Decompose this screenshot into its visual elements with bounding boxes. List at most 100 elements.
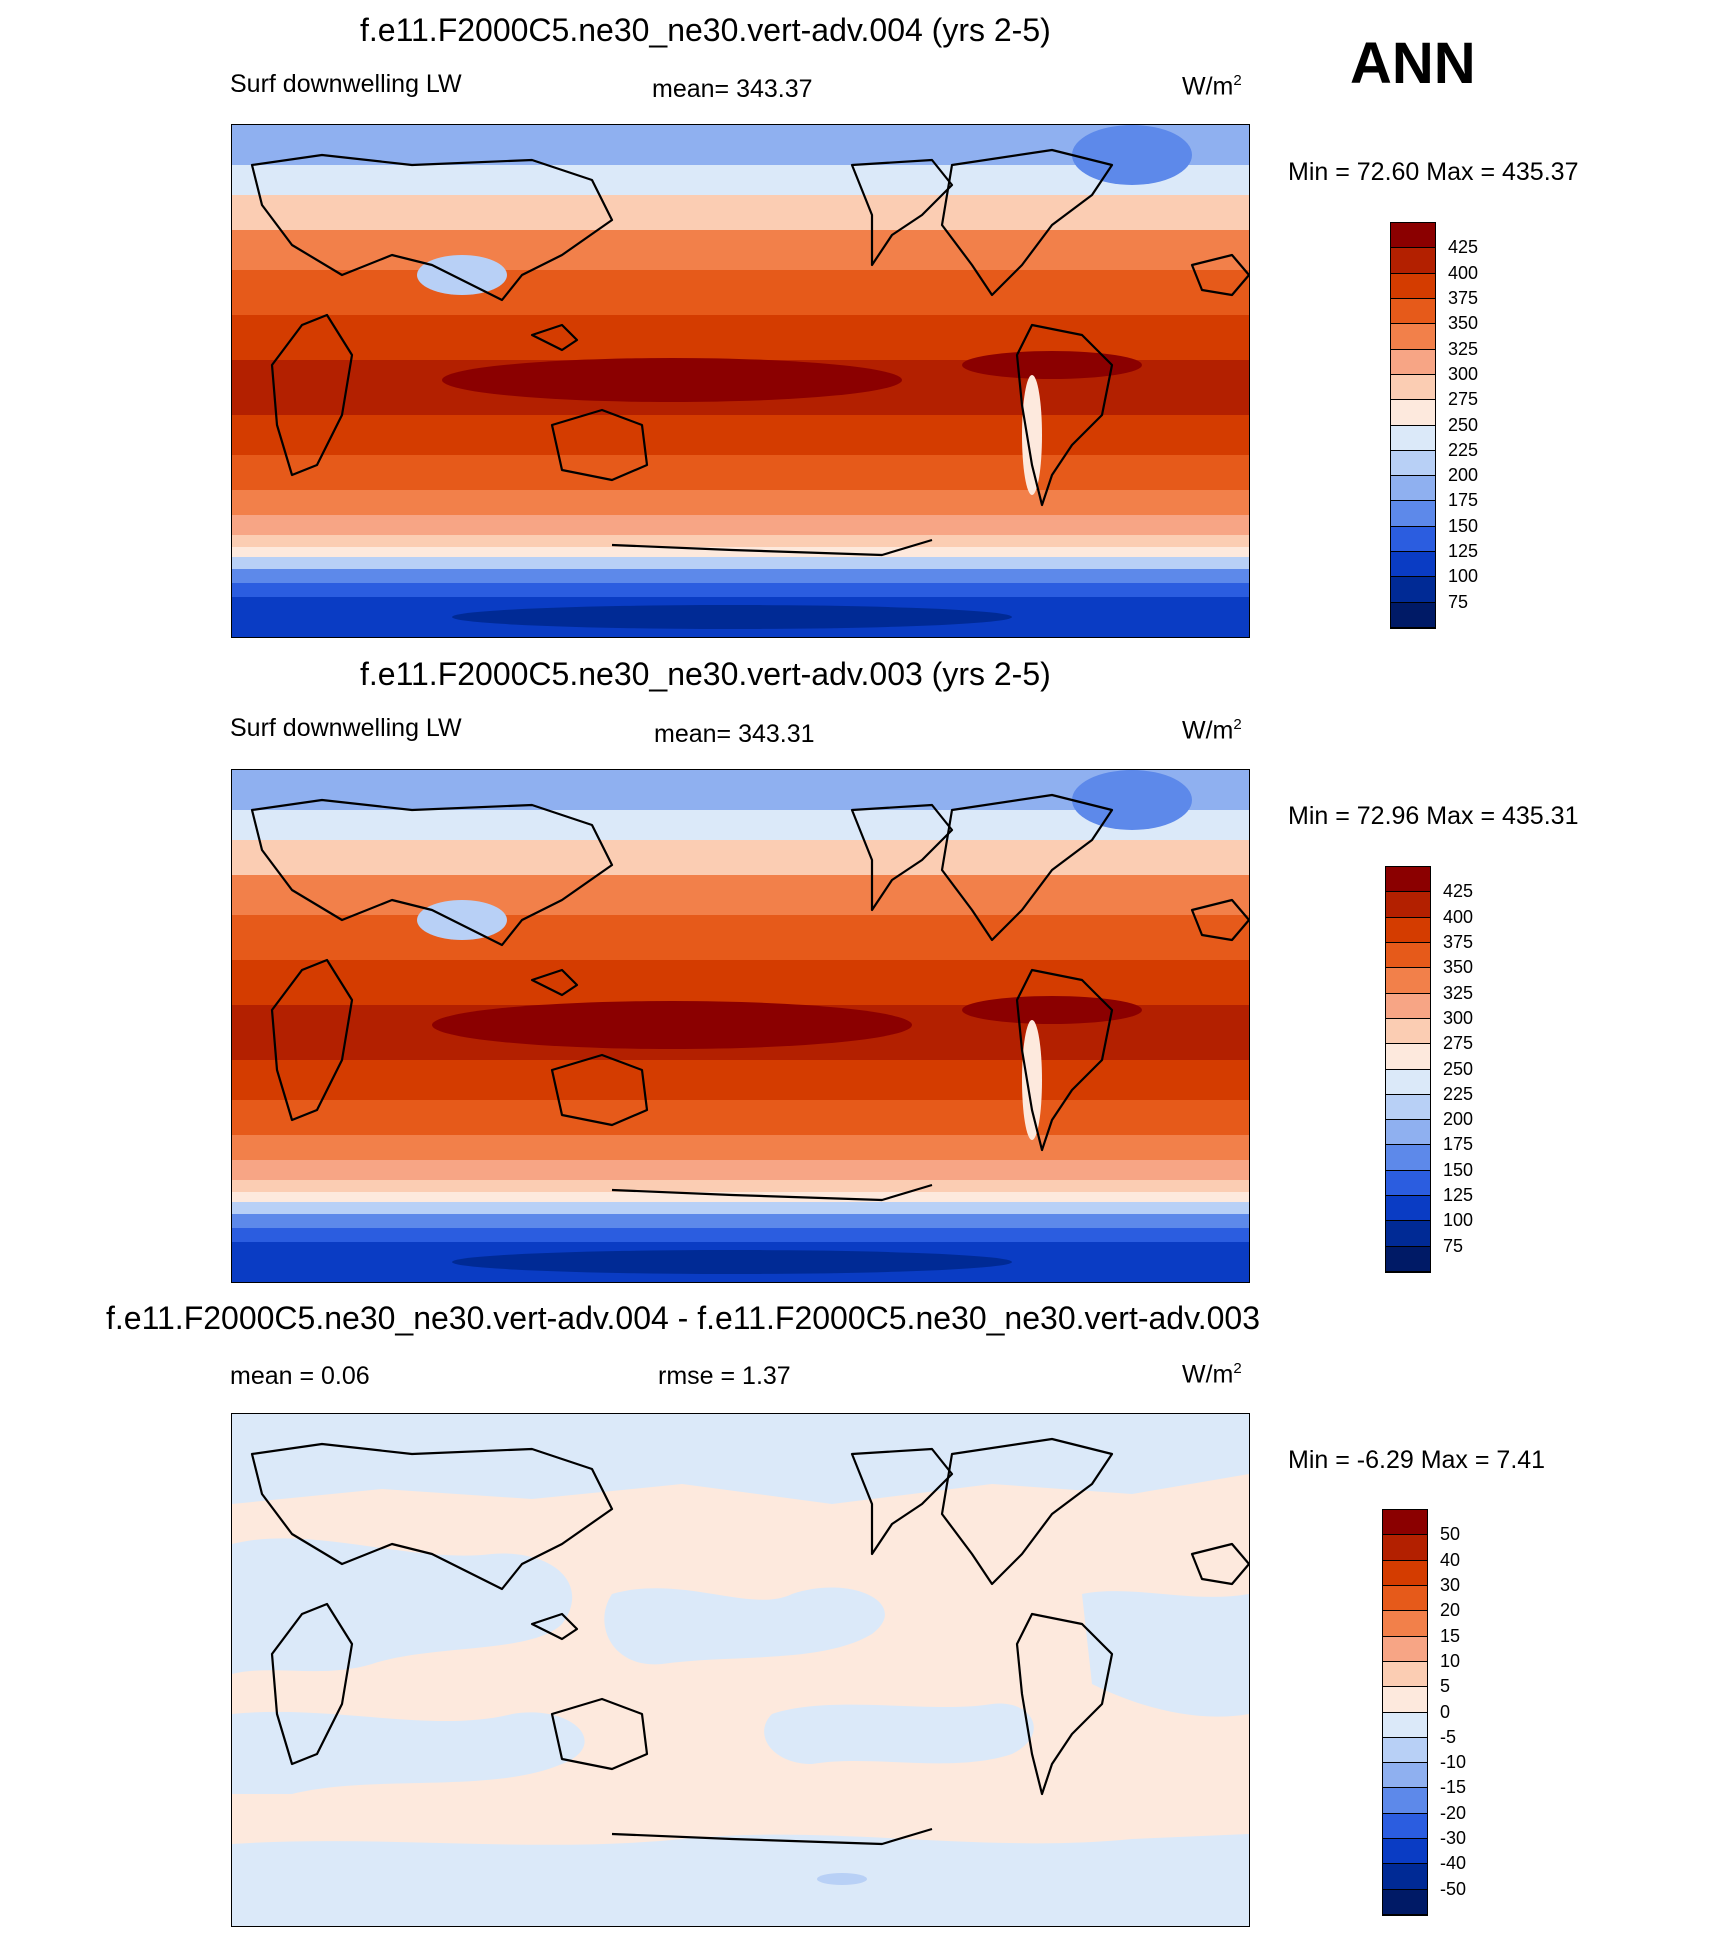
panel-1-colorbar-swatch [1391,526,1435,553]
panel-2-colorbar-swatch [1386,1018,1430,1045]
panel-1-colorbar-tick-label: 400 [1448,262,1479,283]
panel-3-colorbar-tick-label: 5 [1440,1676,1451,1697]
panel-1-colorbar-tick-label: 75 [1448,591,1469,612]
panel-3-colorbar-tick-label: -40 [1440,1853,1467,1874]
panel-1-colorbar-swatch [1391,298,1435,325]
panel-2-colorbar-swatch [1386,1120,1430,1146]
panel-3-colorbar-swatch [1383,1712,1427,1738]
panel-2-colorbar-tick-label: 175 [1443,1134,1474,1155]
panel-2-colorbar-tick-label: 350 [1443,957,1474,978]
panel-3-colorbar-swatch [1383,1737,1427,1764]
panel-3-colorbar-tick-label: 50 [1440,1524,1461,1545]
panel-2-colorbar: 425 400 375 350 325 300 275 250 225 200 175 150 125 1… [1385,866,1505,1273]
panel-2-colorbar-tick-label: 75 [1443,1235,1464,1256]
panel-2-colorbar-tick-label: 325 [1443,982,1474,1003]
panel-1-colorbar-tick-label: 300 [1448,363,1479,384]
panel-1-variable: Surf downwelling LW [230,70,462,98]
panel-2-colorbar-tick-label: 250 [1443,1058,1474,1079]
panel-1-map-svg [232,125,1249,637]
panel-3-map [231,1413,1250,1927]
panel-2-colorbar-tick-label: 425 [1443,881,1474,902]
panel-2-colorbar-swatch [1386,942,1430,969]
panel-3-colorbar-tick-label: -10 [1440,1752,1467,1773]
panel-3-mean: mean = 0.06 [230,1362,370,1390]
panel-2-title: f.e11.F2000C5.ne30_ne30.vert-adv.003 (yr… [360,656,1051,692]
panel-1-colorbar-swatch [1391,374,1435,401]
panel-1-colorbar-tick-label: 375 [1448,287,1479,308]
panel-3-colorbar: 50 40 30 20 15 10 5 0 -5 -10 -15 -20 -30 -40 -50 [1382,1509,1502,1916]
panel-3-colorbar-tick-label: -50 [1440,1878,1467,1899]
panel-2-colorbar-swatch [1386,1145,1430,1171]
panel-2-colorbar-swatch [1386,993,1430,1019]
panel-1-units: W/m2 [1182,72,1242,101]
panel-3-colorbar-tick-label: -5 [1440,1726,1457,1747]
panel-3-colorbar-tick-label: 10 [1440,1650,1461,1671]
panel-3-colorbar-swatch [1383,1661,1427,1688]
panel-1-colorbar-tick-label: 325 [1448,338,1479,359]
panel-3-colorbar-swatch [1383,1535,1427,1561]
panel-1-minmax: Min = 72.60 Max = 435.37 [1288,158,1579,186]
panel-3-minmax: Min = -6.29 Max = 7.41 [1288,1446,1546,1474]
panel-1-colorbar-swatch [1391,602,1435,628]
panel-2-colorbar-swatch [1386,1094,1430,1121]
panel-1-colorbar-swatch [1391,552,1435,578]
panel-2-colorbar-tick-label: 300 [1443,1007,1474,1028]
panel-3-colorbar-swatch [1383,1611,1427,1637]
panel-3-colorbar-swatch [1383,1813,1427,1840]
panel-1-colorbar-swatch [1391,349,1435,375]
panel-2-colorbar-tick-label: 225 [1443,1083,1474,1104]
panel-1-colorbar-tick-label: 225 [1448,439,1479,460]
panel-2-colorbar-box [1385,866,1431,1273]
panel-1-map [231,124,1250,638]
panel-3-title: f.e11.F2000C5.ne30_ne30.vert-adv.004 - f… [106,1300,1260,1336]
panel-1-colorbar-swatch [1391,248,1435,274]
panel-1-colorbar-tick-label: 200 [1448,465,1479,486]
panel-2-map [231,769,1250,1283]
panel-2-map-svg [232,770,1249,1282]
panel-1-title: f.e11.F2000C5.ne30_ne30.vert-adv.004 (yr… [360,12,1051,48]
panel-1-colorbar-swatch [1391,400,1435,426]
panel-3-colorbar-swatch [1383,1864,1427,1890]
panel-3-colorbar-swatch [1383,1510,1427,1536]
panel-1-colorbar: 425 400 375 350 325 300 275 250 225 200 175 150 125 1… [1390,222,1510,629]
panel-3-colorbar-tick-label: 20 [1440,1600,1461,1621]
panel-1-colorbar-swatch [1391,577,1435,603]
panel-3-colorbar-swatch [1383,1788,1427,1814]
panel-3-colorbar-swatch [1383,1889,1427,1915]
panel-1-colorbar-swatch [1391,476,1435,502]
panel-3-colorbar-box [1382,1509,1428,1916]
panel-3-colorbar-tick-label: -15 [1440,1777,1467,1798]
panel-3-map-svg [232,1414,1249,1926]
panel-2-variable: Surf downwelling LW [230,714,462,742]
panel-1-mean: mean= 343.37 [652,75,813,103]
panel-3-rmse: rmse = 1.37 [658,1362,791,1390]
panel-1-colorbar-tick-label: 175 [1448,490,1479,511]
panel-2-colorbar-tick-label: 400 [1443,906,1474,927]
panel-3-colorbar-tick-label: 0 [1440,1701,1451,1722]
panel-2-units: W/m2 [1182,716,1242,745]
panel-1-colorbar-box [1390,222,1436,629]
panel-2-colorbar-tick-label: 100 [1443,1210,1474,1231]
panel-1-colorbar-swatch [1391,324,1435,350]
panel-1-colorbar-tick-label: 125 [1448,541,1479,562]
panel-1-colorbar-tick-label: 350 [1448,313,1479,334]
panel-1-colorbar-swatch [1391,425,1435,451]
season-label: ANN [1350,31,1476,96]
panel-3-colorbar-tick-label: -30 [1440,1828,1467,1849]
panel-3-units: W/m2 [1182,1360,1242,1389]
panel-1-colorbar-tick-label: 425 [1448,237,1479,258]
panel-2-colorbar-tick-label: 275 [1443,1033,1474,1054]
panel-3-colorbar-swatch [1383,1687,1427,1713]
panel-3-colorbar-swatch [1383,1585,1427,1612]
panel-1-colorbar-tick-label: 150 [1448,515,1479,536]
panel-2-colorbar-swatch [1386,867,1430,893]
panel-1-colorbar-swatch [1391,223,1435,249]
panel-2-colorbar-swatch [1386,1044,1430,1070]
panel-2-colorbar-swatch [1386,892,1430,918]
panel-1-colorbar-swatch [1391,273,1435,299]
panel-3-colorbar-swatch [1383,1636,1427,1662]
panel-2-colorbar-swatch [1386,1069,1430,1095]
panel-3-colorbar-tick-label: 40 [1440,1549,1461,1570]
panel-2-colorbar-swatch [1386,1221,1430,1247]
panel-1-colorbar-tick-label: 250 [1448,414,1479,435]
